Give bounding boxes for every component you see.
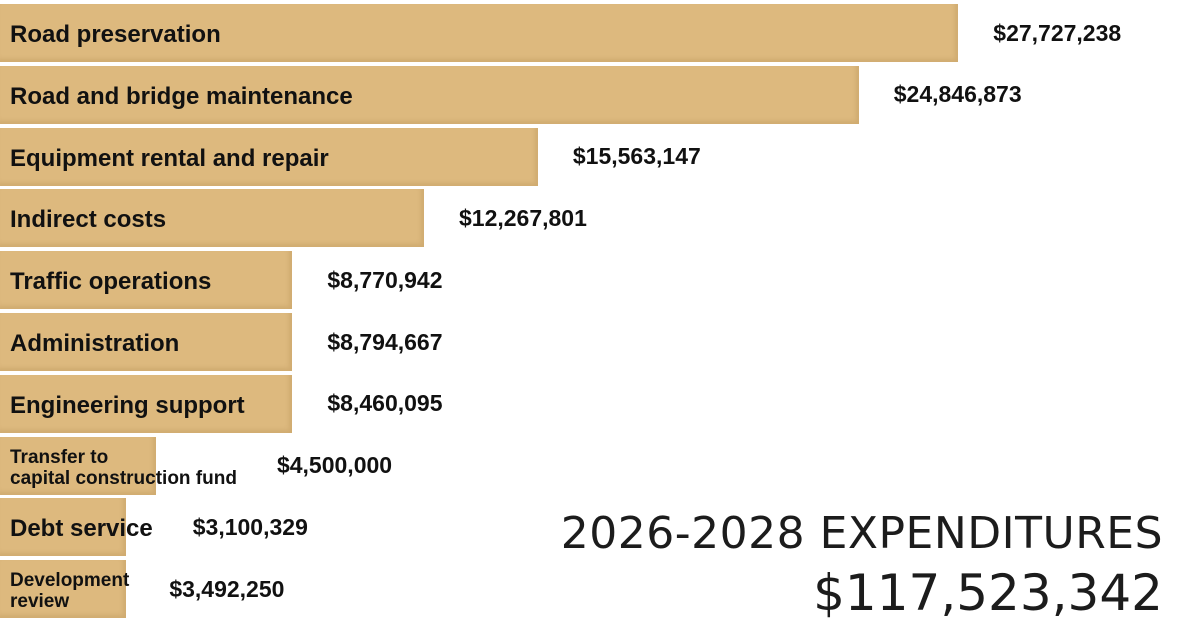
bar-label: Equipment rental and repair: [10, 144, 329, 172]
bar-label: Administration: [10, 330, 180, 357]
bar-value-label: $27,727,238: [993, 19, 1122, 46]
chart-title: 2026-2028 EXPENDITURES: [560, 508, 1163, 559]
bar-label: Indirect costs: [10, 206, 167, 234]
bar-value-label: $3,492,250: [169, 575, 285, 602]
bar-label: Transfer to capital construction fund: [10, 446, 237, 489]
bar: [0, 65, 859, 124]
bar: [0, 251, 293, 310]
bar-value-label: $4,500,000: [276, 452, 393, 479]
bar: [0, 498, 127, 557]
bar-label: Road preservation: [10, 21, 221, 48]
bar-label: Engineering support: [10, 391, 245, 419]
bar-value-label: $24,846,873: [893, 81, 1022, 108]
bar-value-label: $3,100,329: [192, 513, 308, 540]
bar: [0, 189, 424, 248]
bar-value-label: $15,563,147: [572, 143, 701, 170]
bar-value-label: $12,267,801: [458, 204, 587, 231]
bar-label: Development review: [10, 570, 130, 613]
bar: [0, 4, 959, 62]
bar-value-label: $8,770,942: [327, 266, 443, 293]
bar: [0, 560, 127, 619]
bar: [0, 374, 293, 433]
bar: [0, 127, 538, 186]
bar-label: Road and bridge maintenance: [10, 82, 353, 110]
bar: [0, 436, 156, 495]
bar-label: Traffic operations: [10, 268, 212, 296]
total-amount: $117,523,342: [813, 564, 1163, 622]
total-block: 2026-2028 EXPENDITURES $117,523,342: [561, 506, 1163, 624]
bar-label: Debt service: [10, 515, 153, 543]
bar: [0, 313, 293, 371]
bar-value-label: $8,794,667: [327, 328, 443, 355]
bar-value-label: $8,460,095: [327, 390, 443, 417]
